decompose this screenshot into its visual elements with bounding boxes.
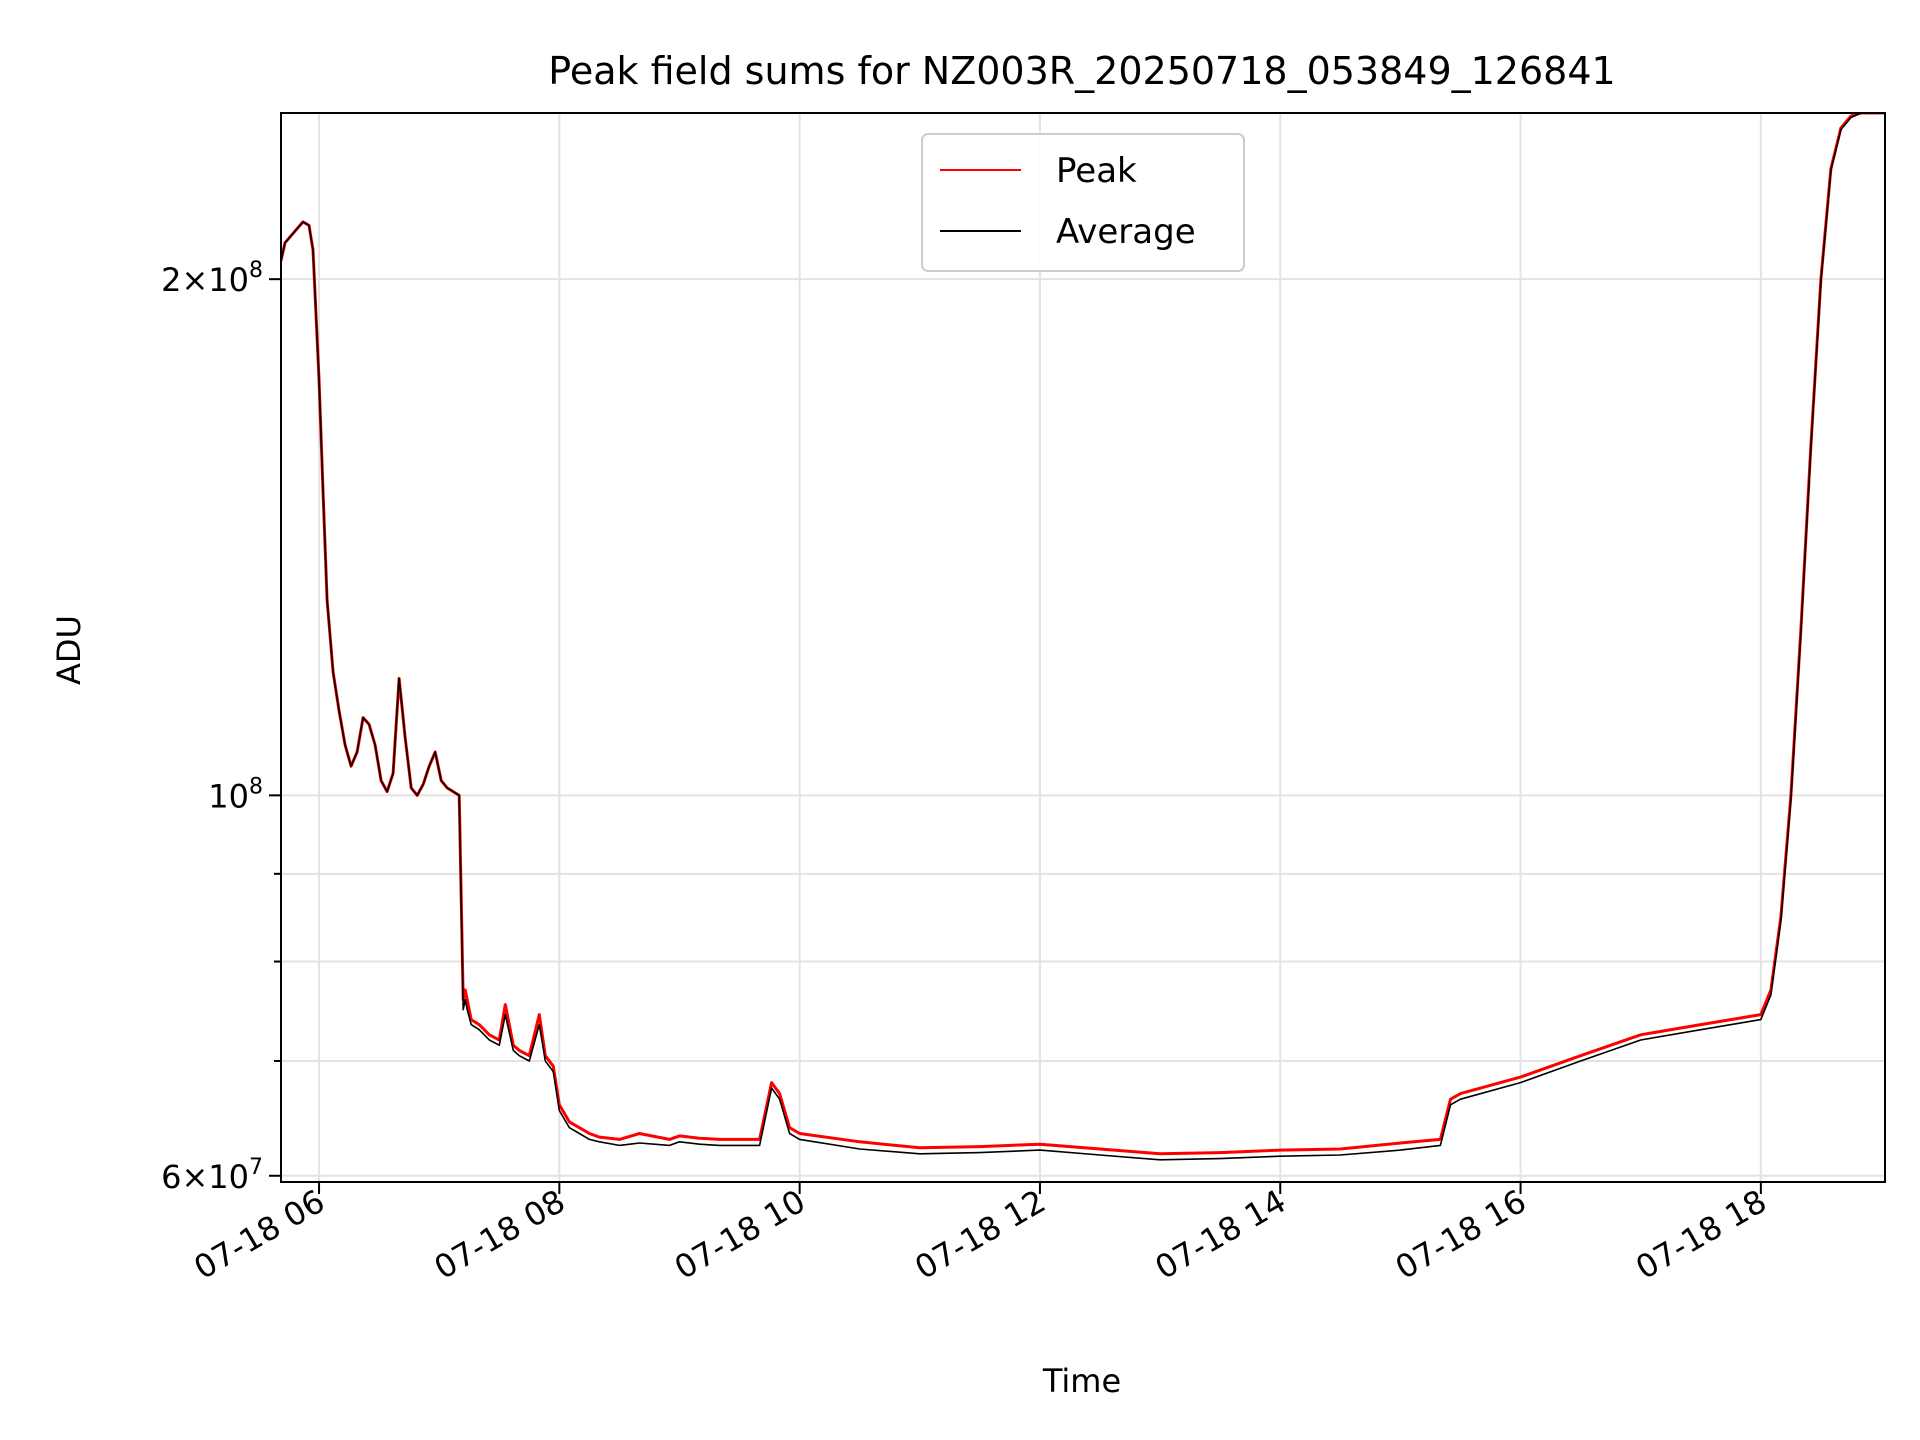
legend-box [921, 133, 1245, 272]
y-tick-label: 2×108 [161, 258, 263, 299]
plot-frame [280, 112, 1886, 1183]
series-layer [281, 113, 1885, 1161]
y-axis-label: ADU [50, 615, 88, 685]
legend-peak-label: Peak [1056, 151, 1137, 191]
grid-lines [281, 113, 1885, 1182]
series-line-average [281, 113, 1885, 1161]
legend: Peak Average [921, 133, 1245, 272]
x-axis-label: Time [1042, 1362, 1121, 1400]
legend-average-label: Average [1056, 212, 1196, 252]
y-tick-label: 108 [208, 774, 263, 815]
chart-title: Peak field sums for NZ003R_20250718_0538… [548, 49, 1615, 93]
y-axis: 6×107 108 2×108 [161, 258, 281, 1196]
y-tick-label: 6×107 [161, 1155, 263, 1196]
